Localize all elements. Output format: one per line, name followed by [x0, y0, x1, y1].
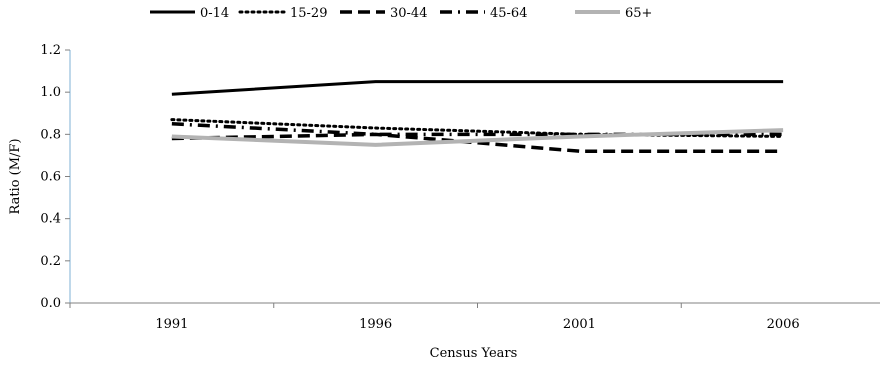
legend-label: 0-14	[200, 6, 229, 21]
axes: 0.0 0.2 0.4 0.6 0.8 1.0 1.2 1991 1996 2001 2006	[40, 43, 880, 332]
series-line	[170, 118, 785, 138]
legend-label: 30-44	[390, 6, 427, 21]
legend-label: 45-64	[490, 6, 527, 21]
y-tick-label: 0.2	[40, 254, 61, 269]
y-tick-label: 0.6	[40, 170, 61, 185]
legend-item: 15-29	[238, 6, 327, 21]
legend-label: 15-29	[290, 6, 327, 21]
legend-item: 45-64	[440, 6, 527, 21]
series-0-14	[171, 80, 784, 96]
x-tick-label: 1991	[155, 317, 188, 332]
series-line	[171, 80, 784, 96]
legend: 0-14 15-29 30-44 45-64 65+	[150, 6, 652, 21]
series-layer	[170, 80, 785, 153]
legend-label: 65+	[625, 6, 652, 21]
y-ticks: 0.0 0.2 0.4 0.6 0.8 1.0 1.2	[40, 43, 70, 311]
series-45-64	[171, 122, 784, 137]
x-tick-label: 2001	[563, 317, 596, 332]
x-tick-label: 2006	[767, 317, 800, 332]
y-tick-label: 0.0	[40, 296, 61, 311]
series-65-	[171, 128, 784, 147]
series-line	[171, 128, 784, 147]
series-line	[171, 122, 784, 137]
y-tick-label: 1.0	[40, 85, 61, 100]
y-tick-label: 1.2	[40, 43, 61, 58]
legend-item: 30-44	[340, 6, 427, 21]
x-ticks: 1991 1996 2001 2006	[69, 303, 800, 332]
y-tick-label: 0.4	[40, 212, 61, 227]
x-axis-title: Census Years	[430, 346, 518, 361]
y-axis-title: Ratio (M/F)	[8, 138, 23, 214]
x-tick-label: 1996	[359, 317, 392, 332]
series-line	[171, 132, 784, 153]
legend-item: 0-14	[150, 6, 229, 21]
series-30-44	[171, 132, 784, 153]
y-tick-label: 0.8	[40, 127, 61, 142]
legend-item: 65+	[575, 6, 652, 21]
